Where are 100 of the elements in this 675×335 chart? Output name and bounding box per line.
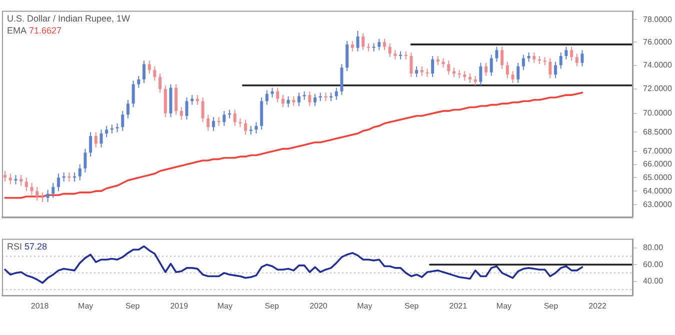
candlestick (580, 50, 584, 67)
text: EMA (7, 25, 29, 36)
candlestick (286, 96, 290, 108)
candlestick (46, 189, 50, 202)
annotation: 57.28 (24, 241, 48, 252)
candlestick (132, 80, 135, 108)
candlestick (484, 62, 488, 76)
x-tick-label: Sep (544, 301, 559, 310)
chart-title: U.S. Dollar / Indian Rupee, 1W (7, 13, 131, 24)
candlestick (180, 106, 183, 120)
candlestick (233, 109, 236, 126)
x-tick-label: 2020 (310, 301, 328, 310)
candlestick (14, 174, 18, 185)
candlestick (431, 55, 434, 78)
candlestick (265, 90, 268, 106)
candlestick (276, 87, 280, 103)
candlestick (452, 67, 456, 78)
candlestick (334, 87, 338, 100)
y-tick-label: 40.00 (643, 276, 664, 286)
candlestick (575, 53, 578, 67)
candlestick (174, 84, 178, 116)
candlestick (196, 94, 199, 106)
candlestick (212, 116, 215, 132)
candlestick (415, 66, 418, 78)
candlestick (36, 186, 39, 202)
y-tick-label: 68.5000 (643, 127, 672, 136)
candlestick (30, 182, 34, 196)
y-tick-label: 66.0000 (643, 160, 672, 169)
candlestick (148, 60, 151, 74)
x-tick-label: May (217, 301, 232, 310)
candlestick (270, 87, 274, 98)
candlestick (244, 119, 248, 136)
x-tick-label: Sep (125, 301, 140, 310)
candlestick (94, 132, 98, 148)
candlestick (522, 54, 525, 70)
candlestick (201, 96, 204, 123)
candlestick (281, 94, 284, 108)
text: RSI (7, 241, 25, 252)
candlestick (20, 174, 23, 186)
candlestick (89, 132, 92, 158)
candlestick (468, 73, 472, 84)
x-tick-label: 2018 (30, 301, 50, 310)
candlestick (350, 40, 354, 52)
candlestick (564, 46, 568, 60)
candlestick (506, 61, 509, 79)
candlestick (100, 129, 103, 148)
y-tick-label: 78.0000 (643, 14, 672, 24)
candlestick (420, 66, 424, 76)
candlestick (340, 64, 344, 96)
candlestick (121, 110, 124, 132)
candlestick (495, 46, 498, 62)
candlestick (378, 38, 381, 51)
candlestick (490, 54, 493, 76)
candlestick (394, 50, 397, 60)
candlestick (570, 46, 574, 62)
candlestick (382, 38, 386, 51)
candlestick (52, 182, 55, 198)
y-tick-label: 74.0000 (643, 60, 672, 70)
candlestick (527, 52, 530, 62)
y-tick-label: 72.0000 (643, 84, 672, 94)
y-tick-label: 80.00 (643, 243, 664, 252)
candlestick (500, 46, 504, 70)
candlestick (297, 92, 300, 107)
candlestick (137, 75, 140, 88)
candlestick (346, 40, 349, 72)
candlestick (554, 61, 558, 79)
candlestick (84, 148, 87, 173)
candlestick (153, 66, 156, 82)
x-tick-label: 2021 (449, 301, 468, 310)
candlestick (479, 62, 482, 86)
candlestick (356, 30, 360, 52)
candlestick (206, 114, 210, 132)
candlestick (190, 94, 194, 106)
candlestick (410, 52, 413, 78)
candlestick (463, 70, 466, 82)
y-tick-label: 65.0000 (643, 172, 672, 182)
candlestick (516, 62, 520, 84)
candlestick (511, 70, 514, 84)
candlestick (447, 60, 450, 76)
y-tick-label: 60.00 (643, 260, 664, 269)
x-tick-label: 2019 (170, 301, 189, 310)
candlestick (559, 52, 562, 70)
candlestick (222, 110, 226, 126)
candlestick (56, 173, 60, 192)
candlestick (4, 170, 7, 182)
y-tick-label: 67.0000 (643, 146, 672, 156)
y-tick-label: 76.0000 (643, 37, 672, 46)
candlestick (436, 55, 440, 66)
candlestick (254, 122, 258, 134)
candlestick (548, 58, 552, 79)
candlestick (126, 99, 130, 119)
x-tick-label: May (496, 301, 512, 310)
x-tick-label: 2022 (588, 301, 607, 310)
x-tick-label: May (357, 301, 372, 310)
candlestick (474, 75, 477, 86)
candlestick (388, 42, 392, 58)
candlestick (40, 192, 44, 202)
x-tick-label: May (78, 301, 94, 310)
candlestick (78, 164, 82, 181)
candlestick (105, 125, 108, 138)
